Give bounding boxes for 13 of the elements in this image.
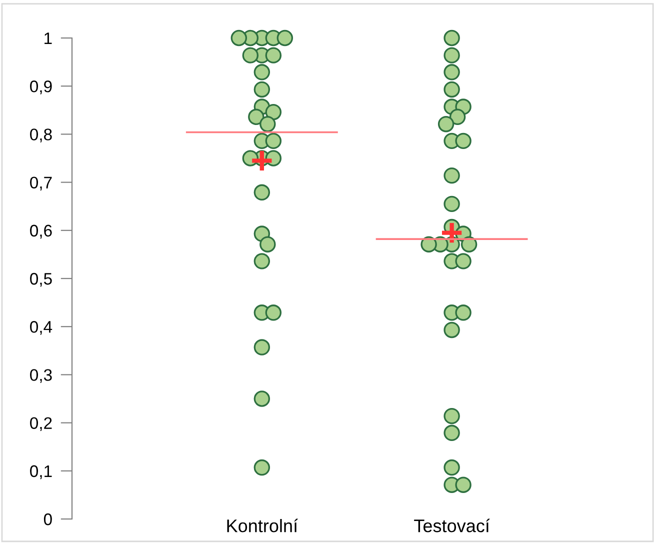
y-tick-label: 0,3 — [30, 369, 52, 383]
y-tick-label: 1 — [44, 32, 52, 44]
y-tick-label: 0,4 — [30, 321, 52, 335]
y-tick-label: 0,5 — [30, 272, 52, 287]
y-tick-label: 0,7 — [30, 176, 52, 190]
x-tick-label: Testovací — [414, 518, 490, 532]
x-tick-label: Kontrolní — [227, 518, 298, 532]
y-tick-label: 0 — [44, 513, 52, 526]
y-tick-label: 0,8 — [30, 128, 52, 142]
y-tick-label: 0,9 — [30, 80, 52, 94]
y-tick-label: 0,2 — [30, 417, 52, 431]
y-tick-label: 0,6 — [30, 224, 52, 239]
y-tick-label: 0,1 — [30, 465, 52, 480]
